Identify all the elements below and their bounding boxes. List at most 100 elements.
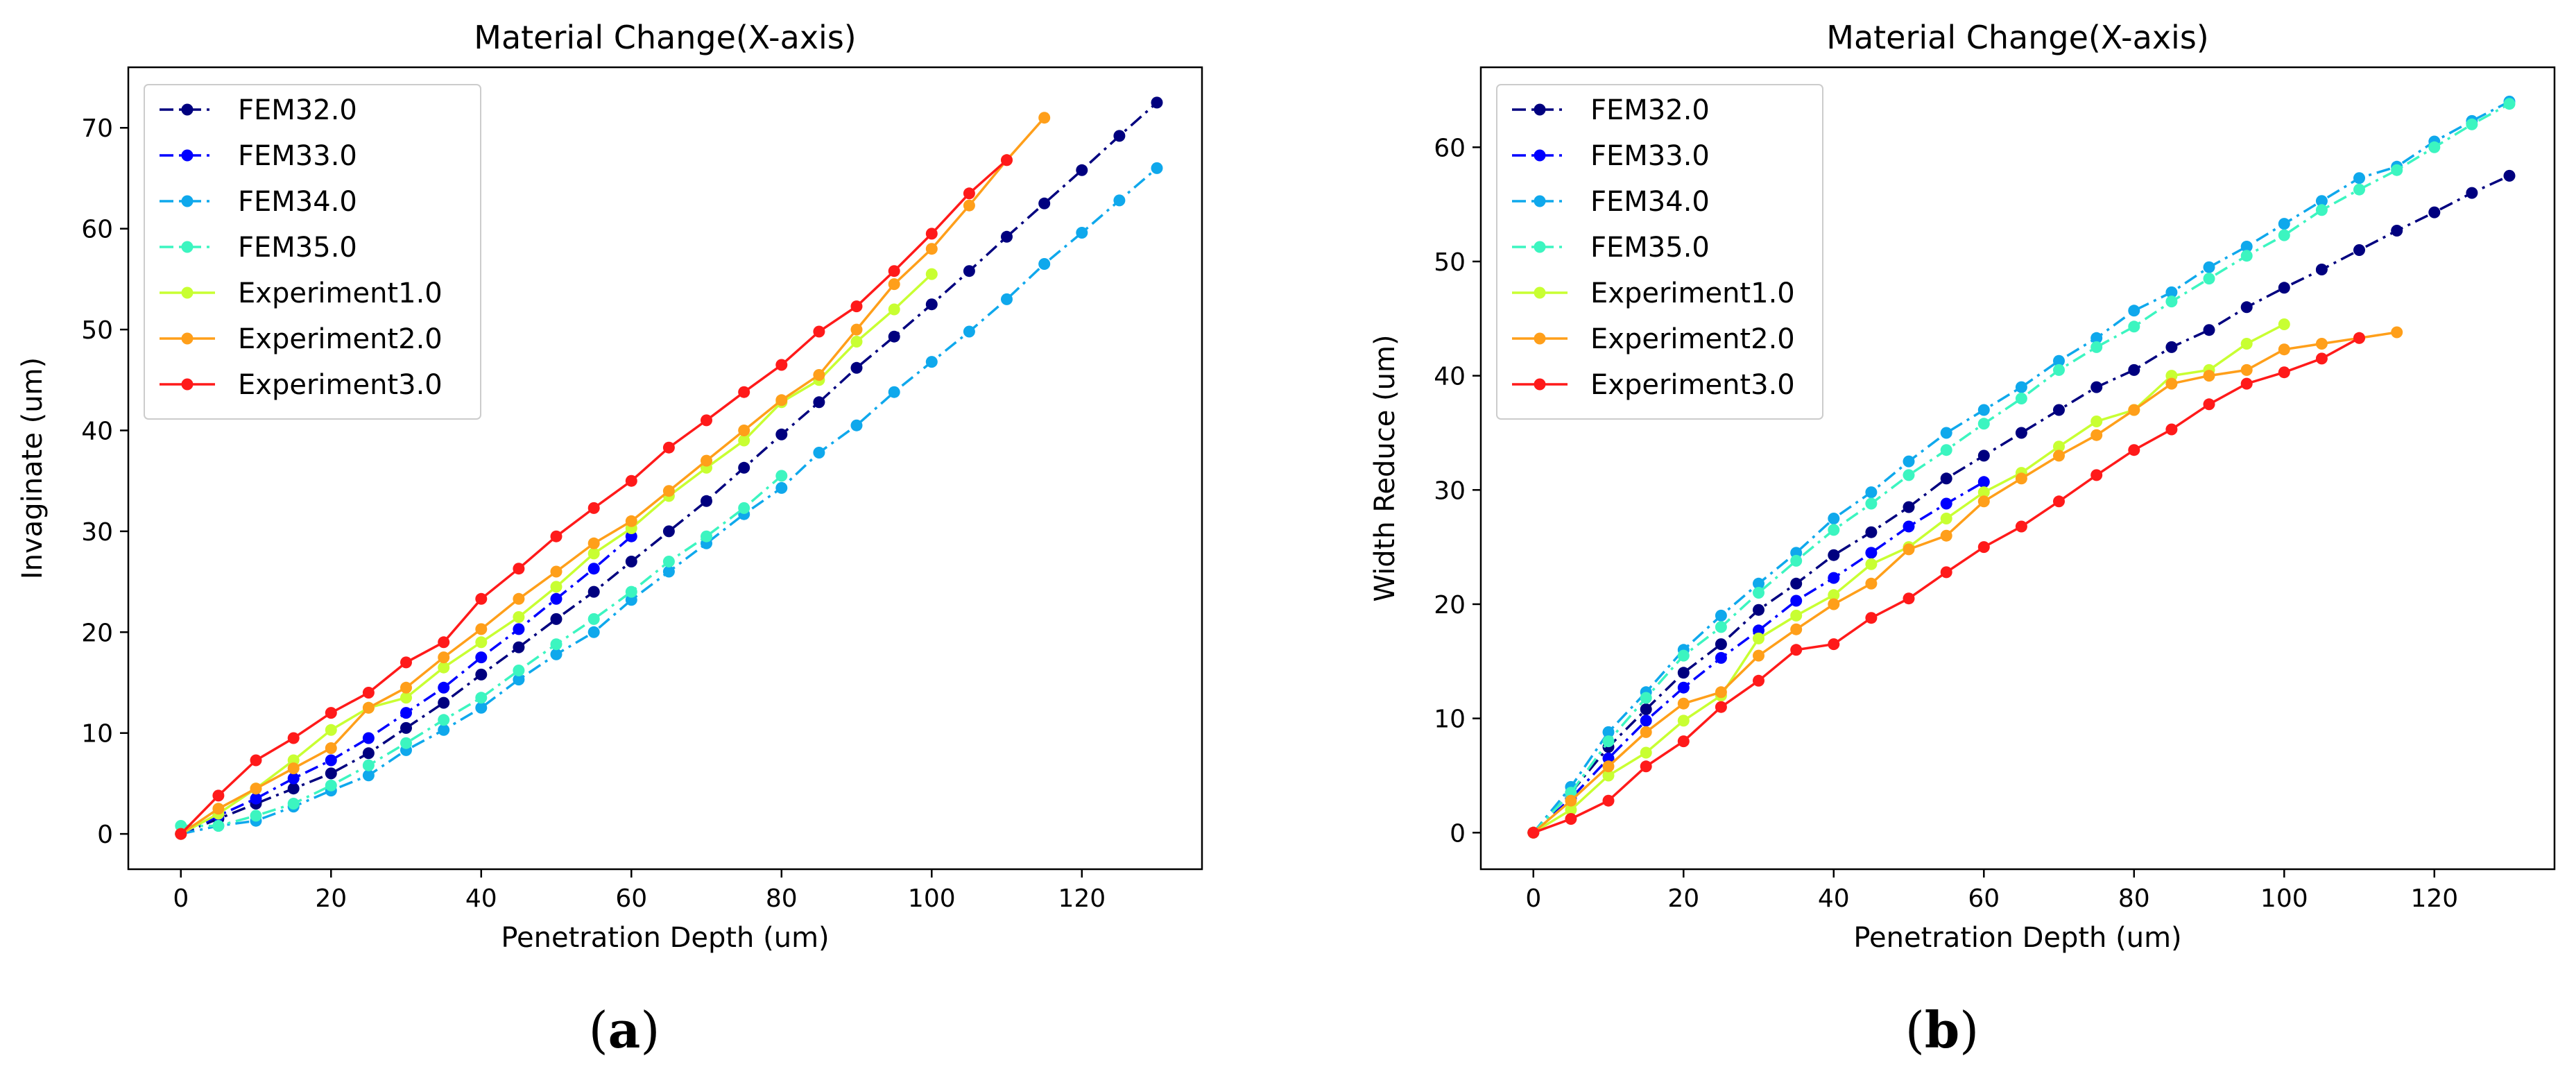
data-point bbox=[1677, 649, 1690, 662]
data-point bbox=[1903, 592, 1915, 605]
data-point bbox=[1977, 495, 1990, 508]
data-point bbox=[738, 434, 750, 447]
data-point bbox=[287, 762, 300, 775]
series-line bbox=[1532, 174, 2510, 834]
data-point bbox=[550, 613, 563, 625]
data-point bbox=[850, 419, 863, 431]
data-point bbox=[1001, 230, 1013, 243]
data-point bbox=[625, 530, 637, 542]
data-point bbox=[2128, 305, 2140, 317]
series-experiment3-0 bbox=[175, 154, 1013, 840]
data-point bbox=[513, 563, 525, 575]
legend-label: Experiment1.0 bbox=[1590, 277, 1795, 309]
data-point bbox=[1977, 418, 1990, 430]
data-point bbox=[1903, 469, 1915, 481]
data-point bbox=[701, 530, 712, 542]
data-point bbox=[1977, 404, 1990, 416]
data-point bbox=[1865, 577, 1878, 590]
data-point bbox=[2015, 427, 2027, 439]
x-tick-label: 120 bbox=[1058, 884, 1106, 913]
data-point bbox=[325, 767, 337, 780]
data-point bbox=[625, 585, 637, 598]
data-point bbox=[475, 623, 488, 635]
data-point bbox=[2203, 398, 2215, 411]
chart-title: Material Change(X-axis) bbox=[474, 19, 856, 56]
panel-label: (b) bbox=[1905, 1000, 1980, 1059]
series-line bbox=[180, 117, 1046, 835]
data-point bbox=[813, 447, 825, 459]
data-point bbox=[475, 636, 488, 649]
data-point bbox=[1640, 726, 1652, 738]
data-point bbox=[1828, 524, 1840, 536]
data-point bbox=[2165, 286, 2178, 298]
data-point bbox=[513, 611, 525, 623]
y-tick-label: 20 bbox=[81, 619, 113, 647]
data-point bbox=[1903, 501, 1915, 513]
legend: FEM32.0 FEM33.0 FEM34.0 FEM35.0 Experiment1.… bbox=[1496, 84, 1823, 420]
data-point bbox=[1828, 589, 1840, 601]
data-point bbox=[2278, 318, 2290, 330]
data-point bbox=[1828, 638, 1840, 651]
data-point bbox=[2240, 301, 2253, 314]
data-point bbox=[2053, 354, 2065, 367]
data-point bbox=[813, 325, 825, 338]
x-tick-label: 60 bbox=[615, 884, 647, 913]
data-point bbox=[1753, 577, 1764, 590]
data-point bbox=[1865, 486, 1878, 499]
data-point bbox=[888, 303, 900, 316]
data-point bbox=[513, 641, 525, 653]
data-point bbox=[850, 323, 863, 336]
legend-label: FEM33.0 bbox=[1590, 140, 1710, 172]
legend-marker bbox=[181, 241, 194, 253]
data-point bbox=[1113, 130, 1126, 142]
legend-item: Experiment3.0 bbox=[160, 369, 443, 401]
data-point bbox=[963, 265, 975, 277]
data-point bbox=[1001, 293, 1013, 305]
data-point bbox=[1977, 476, 1990, 488]
data-point bbox=[325, 779, 337, 792]
data-point bbox=[2128, 444, 2140, 456]
legend-item: FEM33.0 bbox=[1512, 140, 1710, 172]
legend-label: FEM34.0 bbox=[1590, 186, 1710, 218]
data-point bbox=[400, 656, 412, 669]
data-point bbox=[925, 268, 938, 280]
data-point bbox=[1977, 486, 1990, 499]
data-point bbox=[1903, 455, 1915, 468]
data-point bbox=[1865, 497, 1878, 510]
data-point bbox=[212, 789, 225, 802]
data-point bbox=[362, 732, 375, 744]
data-point bbox=[2466, 118, 2478, 130]
data-point bbox=[1640, 692, 1652, 704]
legend-item: FEM34.0 bbox=[160, 186, 357, 218]
data-point bbox=[1977, 541, 1990, 554]
data-point bbox=[1715, 701, 1727, 713]
data-point bbox=[400, 681, 412, 694]
data-point bbox=[2503, 98, 2516, 110]
data-point bbox=[587, 537, 600, 549]
data-point bbox=[2203, 370, 2215, 382]
data-point bbox=[2203, 324, 2215, 336]
data-point bbox=[550, 592, 563, 605]
data-point bbox=[1715, 638, 1727, 651]
data-point bbox=[1677, 667, 1690, 679]
data-point bbox=[325, 754, 337, 767]
legend: FEM32.0 FEM33.0 FEM34.0 FEM35.0 Experiment1.… bbox=[144, 84, 481, 420]
legend-marker bbox=[181, 195, 194, 207]
data-point bbox=[2053, 364, 2065, 376]
data-point bbox=[701, 495, 712, 507]
legend-item: Experiment3.0 bbox=[1512, 369, 1795, 401]
data-point bbox=[662, 565, 675, 578]
data-point bbox=[775, 394, 788, 407]
legend-item: FEM35.0 bbox=[160, 232, 357, 264]
data-point bbox=[738, 502, 750, 514]
x-axis-label: Penetration Depth (um) bbox=[1853, 922, 2181, 954]
data-point bbox=[1113, 194, 1126, 207]
y-tick-label: 10 bbox=[81, 720, 113, 749]
x-axis-label: Penetration Depth (um) bbox=[501, 922, 829, 954]
x-tick-label: 100 bbox=[908, 884, 956, 913]
legend-item: FEM32.0 bbox=[160, 94, 357, 126]
data-point bbox=[813, 396, 825, 409]
series-line bbox=[180, 474, 782, 828]
data-point bbox=[1038, 258, 1051, 270]
data-point bbox=[587, 563, 600, 575]
